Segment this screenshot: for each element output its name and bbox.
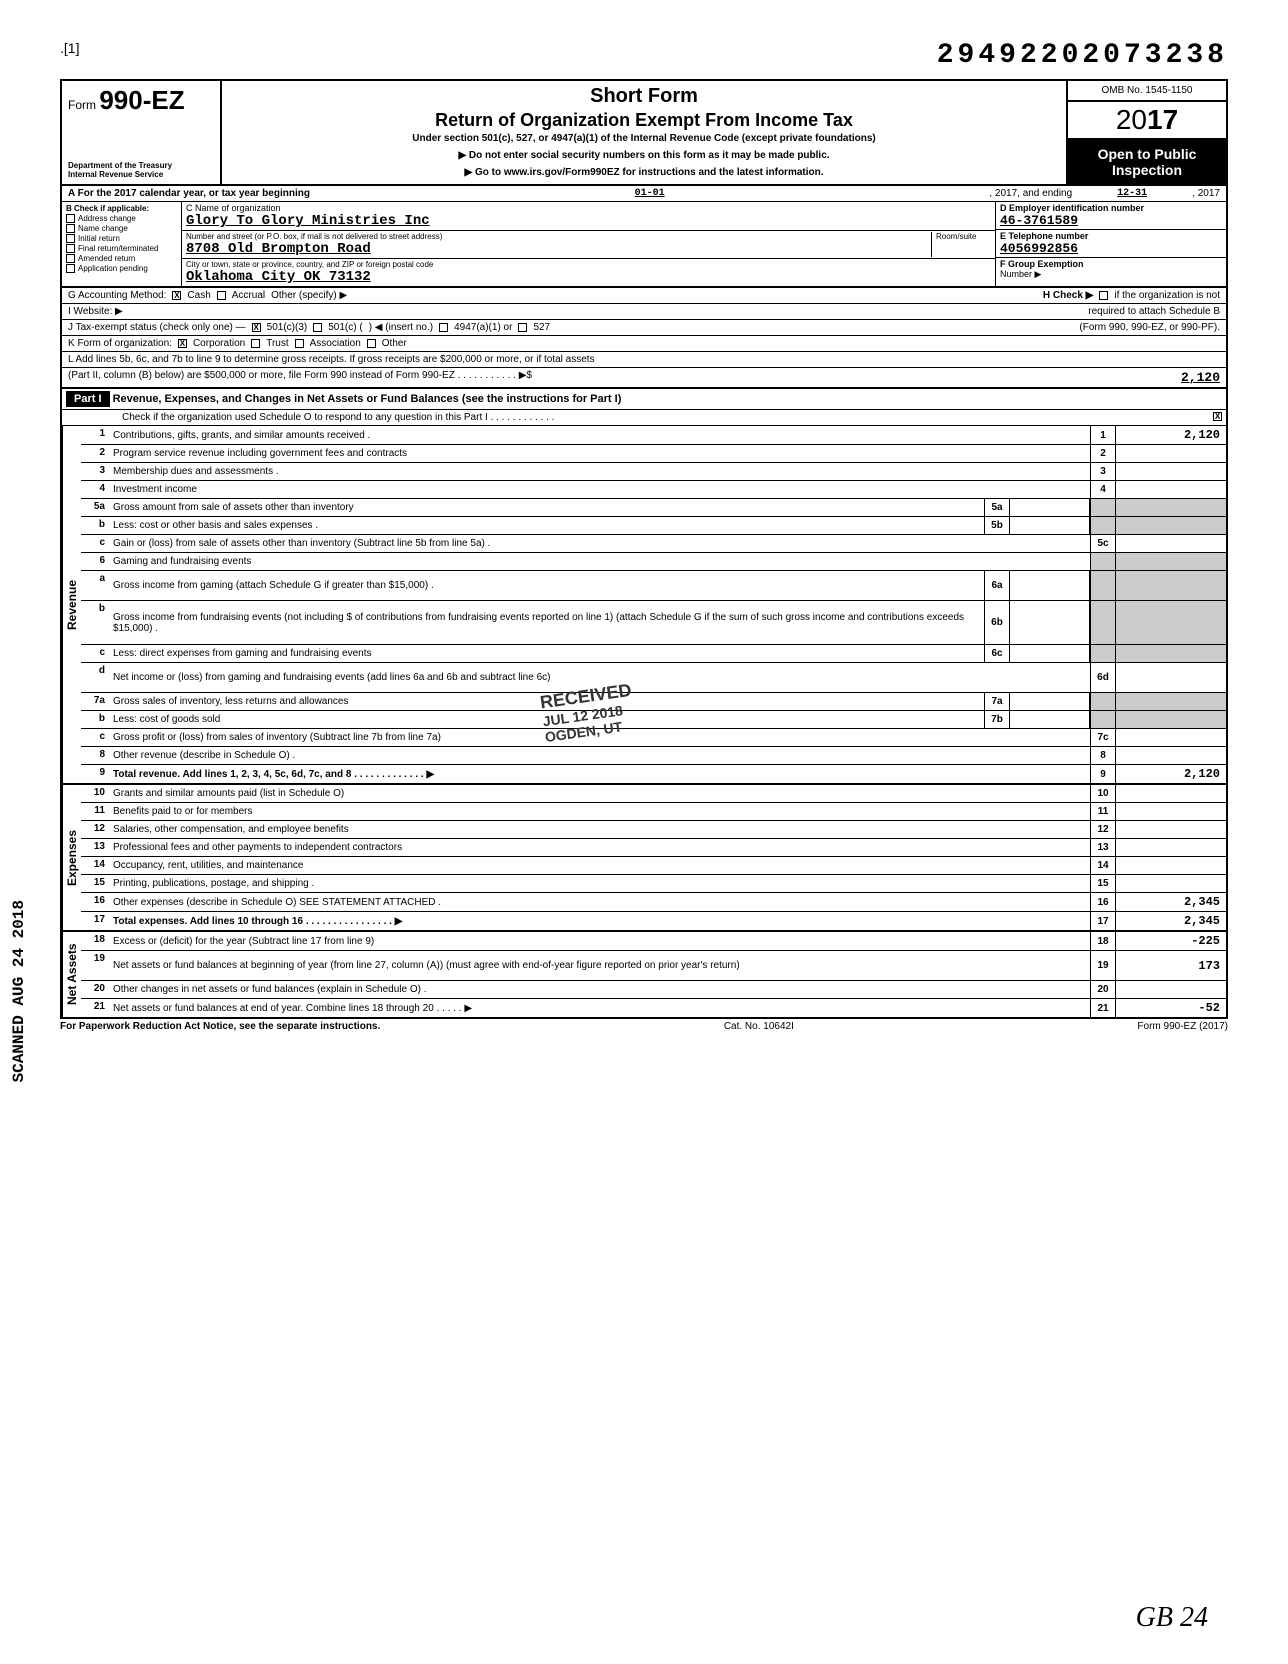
chk-name-change[interactable] bbox=[66, 224, 75, 233]
street-address: 8708 Old Brompton Road bbox=[186, 241, 931, 257]
line21-end-balance: -52 bbox=[1116, 999, 1226, 1017]
telephone-value: 4056992856 bbox=[1000, 241, 1222, 256]
line18-excess-deficit: -225 bbox=[1116, 932, 1226, 950]
chk-address-change[interactable] bbox=[66, 214, 75, 223]
chk-amended-return[interactable] bbox=[66, 254, 75, 263]
part1-header: Part I Revenue, Expenses, and Changes in… bbox=[60, 389, 1228, 410]
dln-number: 29492202073238 bbox=[937, 40, 1228, 71]
chk-other-org[interactable] bbox=[367, 339, 376, 348]
chk-501c[interactable] bbox=[313, 323, 322, 332]
entity-block: B Check if applicable: Address change Na… bbox=[60, 202, 1228, 288]
page-marker: .[1] bbox=[60, 40, 79, 56]
line9-total-revenue: 2,120 bbox=[1116, 765, 1226, 783]
row-i-website: I Website: ▶ required to attach Schedule… bbox=[60, 304, 1228, 320]
short-form-title: Short Form bbox=[230, 85, 1058, 108]
chk-cash[interactable]: X bbox=[172, 291, 181, 300]
chk-schedule-b[interactable] bbox=[1099, 291, 1108, 300]
group-exemption-label: F Group Exemption bbox=[1000, 259, 1222, 269]
tax-year: 2017 bbox=[1068, 102, 1226, 140]
dept-treasury: Department of the Treasury Internal Reve… bbox=[68, 162, 214, 180]
ein-label: D Employer identification number bbox=[1000, 203, 1222, 213]
ein-value: 46-3761589 bbox=[1000, 213, 1222, 228]
scanned-stamp: SCANNED AUG 24 2018 bbox=[10, 900, 28, 1082]
room-suite-label: Room/suite bbox=[931, 232, 991, 257]
omb-number: OMB No. 1545-1150 bbox=[1068, 81, 1226, 102]
chk-final-return[interactable] bbox=[66, 244, 75, 253]
form-header: Form 990-EZ Department of the Treasury I… bbox=[60, 79, 1228, 186]
check-schedule-o: Check if the organization used Schedule … bbox=[60, 410, 1228, 426]
chk-application-pending[interactable] bbox=[66, 264, 75, 273]
line17-total-expenses: 2,345 bbox=[1116, 912, 1226, 930]
telephone-label: E Telephone number bbox=[1000, 231, 1222, 241]
col-b-header: B Check if applicable: bbox=[66, 204, 177, 213]
chk-trust[interactable] bbox=[251, 339, 260, 348]
revenue-section: Revenue 1Contributions, gifts, grants, a… bbox=[60, 426, 1228, 785]
chk-initial-return[interactable] bbox=[66, 234, 75, 243]
group-exemption-number: Number ▶ bbox=[1000, 269, 1222, 280]
city-label: City or town, state or province, country… bbox=[186, 260, 991, 269]
page-footer: For Paperwork Reduction Act Notice, see … bbox=[60, 1019, 1228, 1034]
line19-beginning-balance: 173 bbox=[1116, 951, 1226, 980]
row-g-accounting: G Accounting Method: XCash Accrual Other… bbox=[60, 288, 1228, 304]
street-label: Number and street (or P.O. box, if mail … bbox=[186, 232, 931, 241]
org-name: Glory To Glory Ministries Inc bbox=[186, 213, 991, 229]
under-section: Under section 501(c), 527, or 4947(a)(1)… bbox=[230, 133, 1058, 144]
open-public: Open to Public Inspection bbox=[1068, 140, 1226, 184]
row-k-organization: K Form of organization: XCorporation Tru… bbox=[60, 336, 1228, 352]
return-title: Return of Organization Exempt From Incom… bbox=[230, 110, 1058, 131]
col-c-name-label: C Name of organization bbox=[186, 203, 991, 213]
chk-schedule-o[interactable]: X bbox=[1213, 412, 1222, 421]
row-l-line1: L Add lines 5b, 6c, and 7b to line 9 to … bbox=[60, 352, 1228, 368]
chk-501c3[interactable]: X bbox=[252, 323, 261, 332]
expenses-section: Expenses 10Grants and similar amounts pa… bbox=[60, 785, 1228, 932]
net-assets-label: Net Assets bbox=[62, 932, 81, 1017]
chk-4947a1[interactable] bbox=[439, 323, 448, 332]
chk-corporation[interactable]: X bbox=[178, 339, 187, 348]
chk-association[interactable] bbox=[295, 339, 304, 348]
ssn-warning: ▶ Do not enter social security numbers o… bbox=[230, 150, 1058, 161]
row-l-line2: (Part II, column (B) below) are $500,000… bbox=[60, 368, 1228, 389]
city-state-zip: Oklahoma City OK 73132 bbox=[186, 269, 991, 285]
expenses-label: Expenses bbox=[62, 785, 81, 930]
line1-amount: 2,120 bbox=[1116, 426, 1226, 444]
line16-other-expenses: 2,345 bbox=[1116, 893, 1226, 911]
goto-url: ▶ Go to www.irs.gov/Form990EZ for instru… bbox=[230, 167, 1058, 178]
form-number: Form 990-EZ bbox=[68, 85, 214, 116]
chk-527[interactable] bbox=[518, 323, 527, 332]
gross-receipts: 2,120 bbox=[1181, 370, 1220, 385]
net-assets-section: Net Assets 18Excess or (deficit) for the… bbox=[60, 932, 1228, 1019]
chk-accrual[interactable] bbox=[217, 291, 226, 300]
row-j-tax-exempt: J Tax-exempt status (check only one) — X… bbox=[60, 320, 1228, 336]
row-a-tax-year: A For the 2017 calendar year, or tax yea… bbox=[60, 186, 1228, 202]
handwritten-note: GB 24 bbox=[1136, 1602, 1208, 1634]
revenue-label: Revenue bbox=[62, 426, 81, 783]
